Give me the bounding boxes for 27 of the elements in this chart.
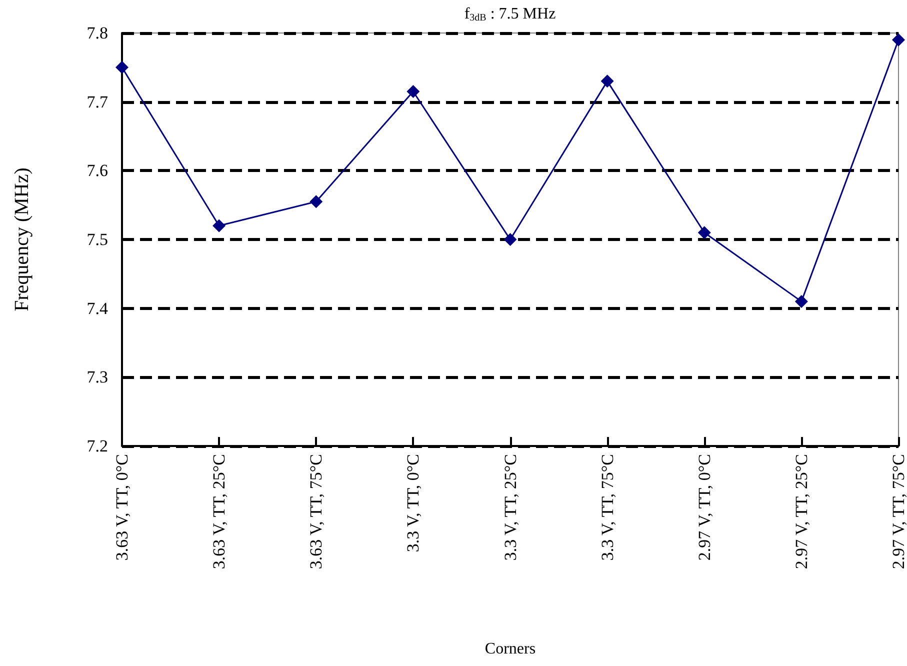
y-tick-label: 7.3 bbox=[86, 368, 108, 387]
y-tick-label: 7.4 bbox=[86, 298, 108, 318]
point bbox=[212, 219, 226, 232]
point bbox=[406, 85, 420, 98]
x-tick-label: 2.97 V, TT, 75°C bbox=[889, 454, 907, 570]
point bbox=[698, 226, 711, 240]
y-tick-label: 7.7 bbox=[86, 92, 108, 112]
y-tick-label: 7.6 bbox=[86, 161, 108, 180]
point bbox=[600, 74, 614, 88]
y-tick-label: 7.8 bbox=[86, 24, 108, 42]
x-tick-label: 2.97 V, TT, 25°C bbox=[792, 454, 811, 570]
x-tick-label: 3.63 V, TT, 25°C bbox=[210, 454, 229, 570]
point bbox=[116, 60, 128, 74]
y-tick-label: 7.5 bbox=[86, 230, 108, 249]
x-tick-label: 3.63 V, TT, 0°C bbox=[112, 454, 132, 561]
x-tick-label: 3.3 V, TT, 75°C bbox=[598, 454, 617, 561]
point bbox=[892, 33, 905, 46]
x-tick-label: 3.3 V, TT, 25°C bbox=[500, 454, 520, 561]
x-tick-label: 3.3 V, TT, 0°C bbox=[404, 454, 423, 552]
point bbox=[310, 195, 323, 208]
point bbox=[794, 294, 808, 308]
x-tick-label: 3.63 V, TT, 75°C bbox=[306, 454, 326, 570]
point bbox=[504, 233, 517, 246]
y-tick-label: 7.2 bbox=[86, 436, 108, 456]
x-tick-label: 2.97 V, TT, 0°C bbox=[694, 454, 714, 561]
y-axis-title: Frequency (MHz) bbox=[11, 168, 33, 312]
x-axis-title: Corners bbox=[484, 640, 536, 658]
